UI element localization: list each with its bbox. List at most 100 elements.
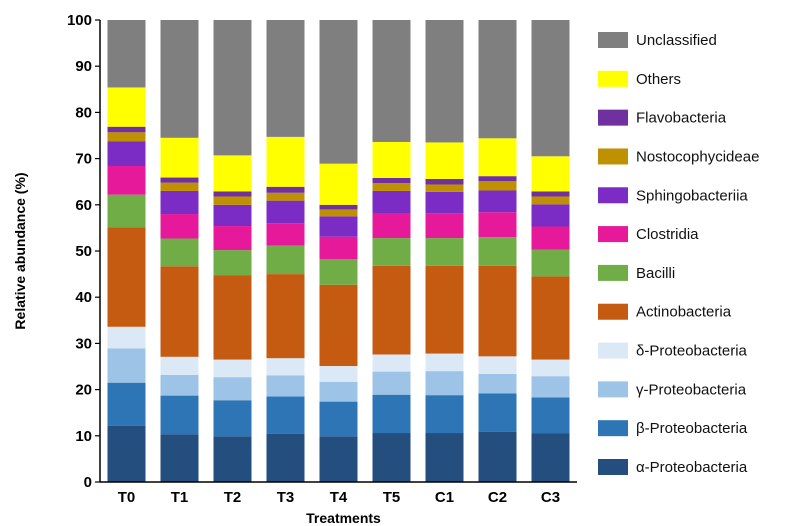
legend-item: γ-Proteobacteria xyxy=(598,381,747,398)
legend-swatch xyxy=(598,381,628,398)
bar-segment xyxy=(425,178,464,185)
legend-label: Nostocophycideae xyxy=(636,148,759,165)
bar-segment xyxy=(266,433,305,482)
legend-label: Bacilli xyxy=(636,265,675,282)
bar-segment xyxy=(478,393,517,432)
bar-segment xyxy=(107,348,146,383)
bar-segment xyxy=(266,396,305,434)
bar-segment xyxy=(531,433,570,482)
bar-segment xyxy=(478,20,517,139)
bar-segment xyxy=(160,177,199,183)
bar-segment xyxy=(319,204,358,210)
bar-stack-t3 xyxy=(266,20,305,482)
legend-swatch xyxy=(598,187,628,204)
legend-label: β-Proteobacteria xyxy=(636,420,748,437)
bar-segment xyxy=(213,155,252,192)
legend-label: δ-Proteobacteria xyxy=(636,343,748,360)
bar-segment xyxy=(107,132,146,142)
bar-segment xyxy=(478,265,517,357)
bar-segment xyxy=(319,366,358,382)
bar-segment xyxy=(372,394,411,434)
y-tick-label: 80 xyxy=(75,104,92,121)
bar-segment xyxy=(160,356,199,375)
bar-segment xyxy=(213,204,252,227)
bar-segment xyxy=(531,276,570,360)
y-tick-label: 90 xyxy=(75,58,92,75)
bar-segment xyxy=(266,375,305,397)
bar-segment xyxy=(213,275,252,360)
bar-segment xyxy=(425,395,464,434)
bar-segment xyxy=(478,181,517,191)
y-axis-ticks: 0 10 20 30 40 50 60 70 80 90 100 xyxy=(67,12,100,491)
bar-segment xyxy=(213,20,252,156)
bar-segment xyxy=(531,156,570,192)
y-tick-label: 60 xyxy=(75,197,92,214)
bar-segment xyxy=(372,20,411,142)
bar-segment xyxy=(478,431,517,482)
y-tick-label: 40 xyxy=(75,289,92,306)
bar-segment xyxy=(478,176,517,182)
bar-segment xyxy=(107,141,146,166)
bar-segment xyxy=(266,20,305,137)
bar-segment xyxy=(531,397,570,434)
bar-segment xyxy=(425,191,464,214)
bar-segment xyxy=(213,250,252,276)
legend-label: Sphingobacteriia xyxy=(636,187,748,204)
bar-segment xyxy=(531,20,570,157)
bar-segment xyxy=(372,183,411,191)
bar-segment xyxy=(319,209,358,217)
bar-segment xyxy=(213,400,252,437)
bar-segment xyxy=(107,227,146,327)
legend-item: Sphingobacteriia xyxy=(598,187,748,204)
legend: Unclassified Others Flavobacteria Nostocoph… xyxy=(598,32,759,476)
bar-segment xyxy=(160,190,199,215)
bar-segment xyxy=(372,190,411,214)
bar-segment xyxy=(160,266,199,357)
bar-stack-t1 xyxy=(160,20,199,482)
bar-segment xyxy=(319,284,358,367)
y-tick-label: 10 xyxy=(75,428,92,445)
bar-segment xyxy=(160,182,199,191)
bar-stack-t2 xyxy=(213,20,252,482)
bar-stack-c1 xyxy=(425,20,464,482)
legend-label: Others xyxy=(636,71,681,88)
bar-segment xyxy=(266,245,305,275)
bar-segment xyxy=(266,274,305,359)
bar-stack-t4 xyxy=(319,20,358,482)
bar-segment xyxy=(107,382,146,426)
legend-swatch xyxy=(598,148,628,165)
bar-segment xyxy=(160,395,199,435)
legend-item: Flavobacteria xyxy=(598,109,727,127)
legend-swatch xyxy=(598,420,628,437)
plot-area xyxy=(107,20,570,482)
legend-label: Actinobacteria xyxy=(636,304,732,321)
legend-item: Nostocophycideae xyxy=(598,148,759,165)
bar-segment xyxy=(213,377,252,401)
legend-item: α-Proteobacteria xyxy=(598,459,748,476)
bar-segment xyxy=(372,178,411,184)
bar-stack-t5 xyxy=(372,20,411,482)
legend-label: Clostridia xyxy=(636,226,699,243)
bar-segment xyxy=(425,433,464,482)
bar-segment xyxy=(319,401,358,437)
bar-segment xyxy=(107,194,146,228)
bar-segment xyxy=(160,214,199,239)
bar-segment xyxy=(372,265,411,355)
bar-segment xyxy=(531,376,570,398)
bar-segment xyxy=(531,191,570,197)
legend-item: δ-Proteobacteria xyxy=(598,342,748,360)
legend-label: α-Proteobacteria xyxy=(636,459,748,476)
legend-item: Bacilli xyxy=(598,264,675,282)
x-tick-label: T3 xyxy=(277,489,295,506)
bar-segment xyxy=(531,249,570,277)
bar-segment xyxy=(478,237,517,266)
bar-segment xyxy=(531,196,570,205)
bar-segment xyxy=(425,353,464,372)
bar-segment xyxy=(531,359,570,377)
legend-swatch xyxy=(598,109,628,126)
y-tick-label: 70 xyxy=(75,151,92,168)
bar-segment xyxy=(160,374,199,396)
y-tick-label: 100 xyxy=(67,12,92,29)
bar-segment xyxy=(425,265,464,354)
